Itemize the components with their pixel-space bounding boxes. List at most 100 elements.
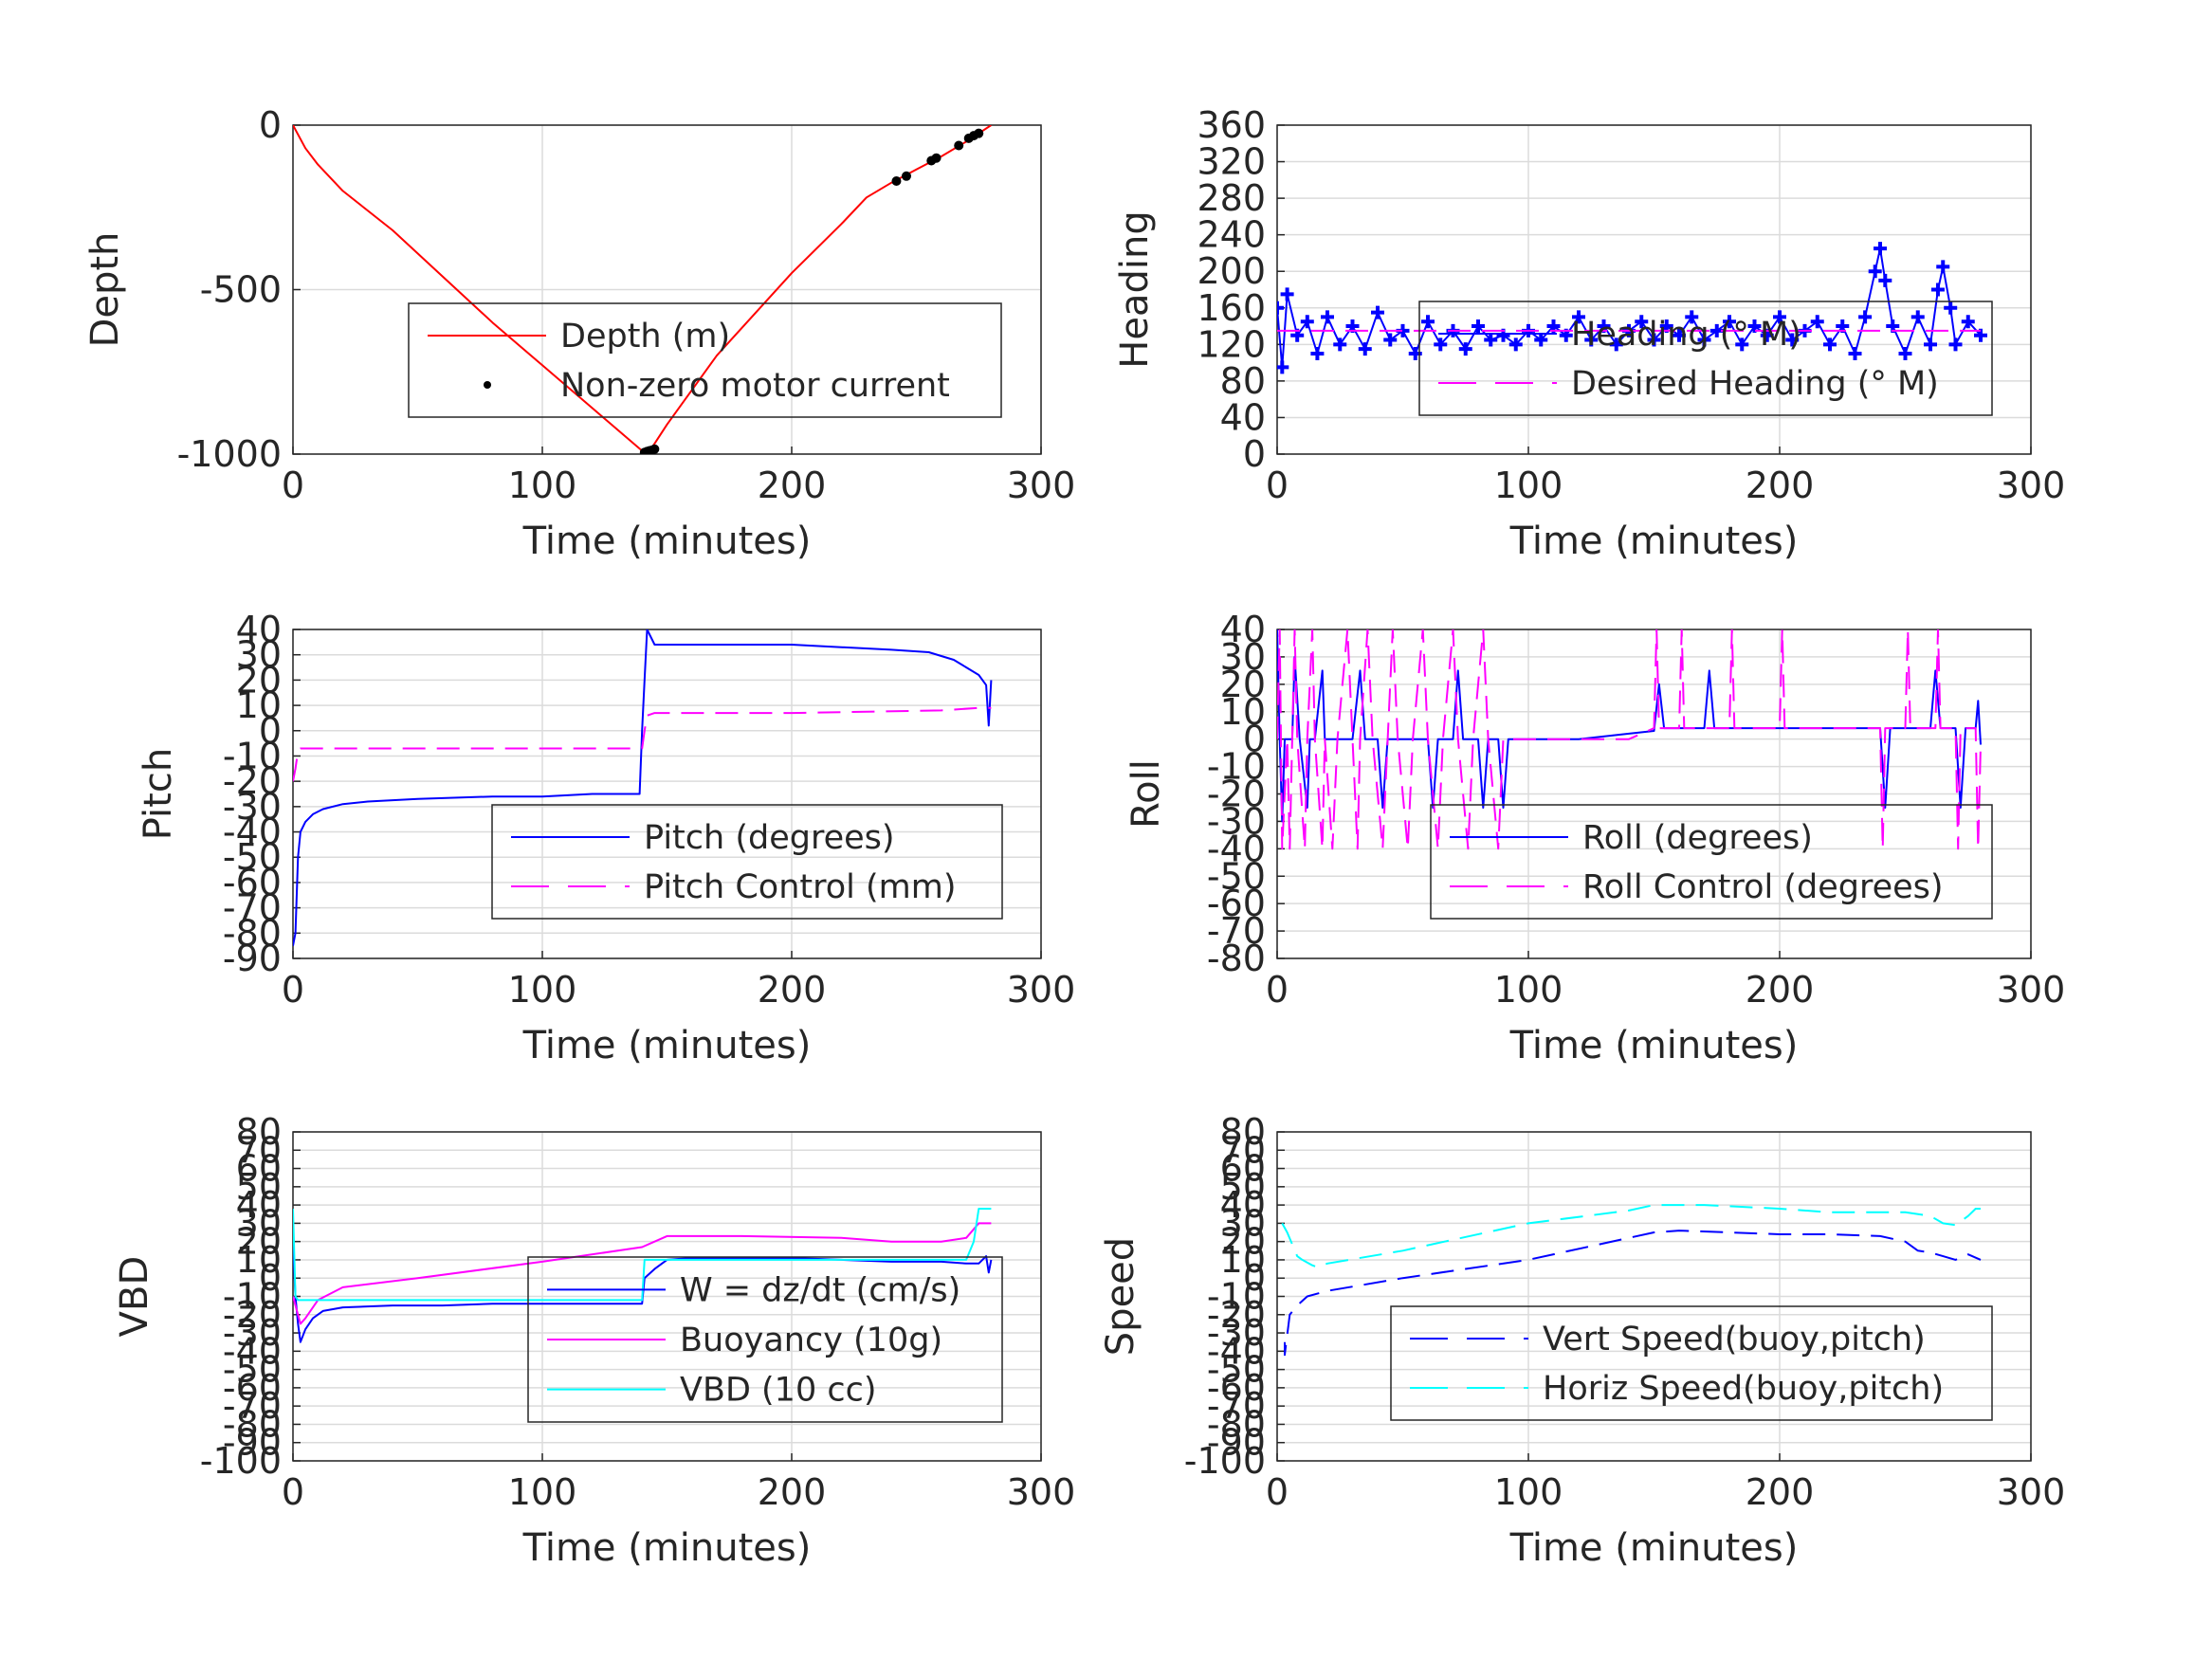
- pitch-ytick-label-5: -10: [223, 735, 282, 776]
- depth-legend-label-0: Depth (m): [560, 318, 730, 356]
- vbd-ytick-label-5: 30: [236, 1202, 282, 1244]
- heading-axes-box: [1276, 124, 2032, 455]
- pitch-ytick-label-10: -60: [223, 862, 282, 903]
- speed-xtick-label-1: 100: [1494, 1471, 1563, 1513]
- speed-ytick-label-14: -60: [1207, 1367, 1266, 1409]
- vbd-ytick-label-2: 60: [236, 1148, 282, 1190]
- speed-legend: Vert Speed(buoy,pitch) Horiz Speed(buoy,p…: [1390, 1305, 1993, 1421]
- roll-ytick-label-3: 10: [1220, 691, 1266, 733]
- roll-ytick-label-11: -70: [1207, 910, 1266, 952]
- pitch-legend-label-0: Pitch (degrees): [644, 819, 895, 857]
- pitch-xlabel: Time (minutes): [522, 1024, 812, 1067]
- vbd-ytick-label-15: -70: [223, 1385, 282, 1427]
- roll-ytick-label-12: -80: [1207, 938, 1266, 979]
- vbd-ytick-label-13: -50: [223, 1349, 282, 1391]
- heading-ytick-label-4: 160: [1197, 287, 1266, 329]
- heading-series-0-marker-36: [1697, 333, 1711, 347]
- speed-legend-label-0: Vert Speed(buoy,pitch): [1543, 1321, 1926, 1358]
- depth-xtick-label-3: 300: [1007, 465, 1076, 506]
- vbd-ytick-label-4: 40: [236, 1184, 282, 1226]
- vbd-xtick-label-1: 100: [508, 1471, 577, 1513]
- heading-series-0-marker-21: [1508, 337, 1523, 352]
- speed-ytick-label-7: 10: [1220, 1239, 1266, 1281]
- heading-series-0-marker-39: [1735, 337, 1749, 352]
- pitch-xtick-label-2: 200: [758, 969, 827, 1011]
- speed-chart: 0 100 200 30080706050403020100-10-20-30-40-…: [1099, 1111, 2065, 1570]
- heading-series-0-marker-49: [1858, 310, 1873, 324]
- heading-series-0-marker-4: [1300, 315, 1314, 329]
- depth-legend: Depth (m) Non-zero motor current: [408, 302, 1002, 418]
- heading-ytick-label-9: 360: [1197, 104, 1266, 146]
- depth-xtick-label-2: 200: [758, 465, 827, 506]
- vbd-ytick-label-11: -30: [223, 1312, 282, 1354]
- heading-series-0-marker-31: [1635, 315, 1649, 329]
- heading-ytick-label-7: 280: [1197, 177, 1266, 219]
- roll-xtick-label-0: 0: [1266, 969, 1289, 1011]
- heading-ytick-label-6: 240: [1197, 214, 1266, 256]
- heading-xtick-label-0: 0: [1266, 465, 1289, 506]
- depth-ytick-label-2: -1000: [177, 433, 282, 475]
- depth-legend-box: [408, 302, 1002, 418]
- heading-series-0-marker-29: [1609, 337, 1623, 352]
- heading-legend-label-0: Heading (° M): [1571, 316, 1801, 354]
- speed-ytick-label-16: -80: [1207, 1403, 1266, 1445]
- heading-series-0-marker-56: [1924, 337, 1937, 352]
- speed-ytick-label-2: 60: [1220, 1148, 1266, 1190]
- pitch-xtick-label-1: 100: [508, 969, 577, 1011]
- depth-series-1-point-6: [901, 171, 911, 181]
- heading-series-0-marker-9: [1358, 342, 1372, 356]
- depth-legend-swatch-1: [484, 381, 491, 389]
- vbd-ylabel: VBD: [113, 1256, 156, 1338]
- pitch-ytick-label-4: 0: [259, 710, 282, 752]
- speed-series-0-line: [1284, 1230, 1982, 1357]
- roll-ytick-label-0: 40: [1220, 609, 1266, 650]
- heading-series-0-marker-35: [1685, 310, 1699, 324]
- roll-series-0-line: [1277, 629, 1982, 823]
- speed-xtick-label-3: 300: [1997, 1471, 2066, 1513]
- depth-series-1-point-9: [954, 140, 964, 151]
- speed-ytick-label-3: 50: [1220, 1166, 1266, 1208]
- heading-series-0-marker-0: [1277, 301, 1284, 315]
- roll-legend: Roll (degrees) Roll Control (degrees): [1430, 804, 1993, 920]
- roll-xlabel: Time (minutes): [1509, 1024, 1799, 1067]
- depth-legend-label-1: Non-zero motor current: [560, 367, 950, 405]
- heading-series-0-marker-50: [1868, 264, 1882, 279]
- heading-xtick-label-3: 300: [1997, 465, 2066, 506]
- speed-ytick-label-11: -30: [1207, 1312, 1266, 1354]
- vbd-ytick-label-1: 70: [236, 1129, 282, 1171]
- heading-series-0-marker-34: [1673, 328, 1686, 342]
- depth-xtick-label-1: 100: [508, 465, 577, 506]
- speed-ytick-label-9: -10: [1207, 1276, 1266, 1318]
- heading-series-0-marker-6: [1321, 310, 1334, 324]
- heading-series-0-marker-32: [1647, 333, 1661, 347]
- roll-ytick-label-4: 0: [1243, 719, 1266, 760]
- heading-legend: Heading (° M) Desired Heading (° M): [1418, 301, 1993, 416]
- vbd-ytick-label-6: 20: [236, 1221, 282, 1263]
- vbd-legend-label-0: W = dz/dt (cm/s): [680, 1271, 960, 1309]
- speed-ytick-label-8: 0: [1243, 1257, 1266, 1299]
- heading-xtick-label-2: 200: [1746, 465, 1815, 506]
- vbd-ytick-label-10: -20: [223, 1294, 282, 1336]
- heading-series-0-marker-2: [1280, 287, 1294, 301]
- vbd-xtick-label-2: 200: [758, 1471, 827, 1513]
- heading-series-0-marker-42: [1773, 310, 1786, 324]
- speed-xtick-label-0: 0: [1266, 1471, 1289, 1513]
- roll-xtick-label-1: 100: [1494, 969, 1563, 1011]
- heading-series-0-marker-26: [1572, 310, 1585, 324]
- heading-ytick-label-0: 0: [1243, 433, 1266, 475]
- vbd-legend: W = dz/dt (cm/s) Buoyancy (10g) VBD (10 cc…: [527, 1256, 1003, 1423]
- roll-series-1-line: [1277, 629, 1982, 850]
- heading-series-0-marker-27: [1584, 333, 1599, 347]
- heading-ytick-label-1: 40: [1220, 396, 1266, 438]
- pitch-xtick-label-3: 300: [1007, 969, 1076, 1011]
- heading-series-0-marker-15: [1434, 337, 1448, 352]
- vbd-ytick-label-8: 0: [259, 1257, 282, 1299]
- vbd-series-1-line: [293, 1222, 992, 1325]
- vbd-ytick-label-9: -10: [223, 1276, 282, 1318]
- speed-ytick-label-15: -70: [1207, 1385, 1266, 1427]
- pitch-ytick-label-1: 30: [236, 634, 282, 676]
- heading-series-0-marker-19: [1484, 333, 1498, 347]
- heading-series-0-marker-11: [1383, 333, 1398, 347]
- speed-ytick-label-6: 20: [1220, 1221, 1266, 1263]
